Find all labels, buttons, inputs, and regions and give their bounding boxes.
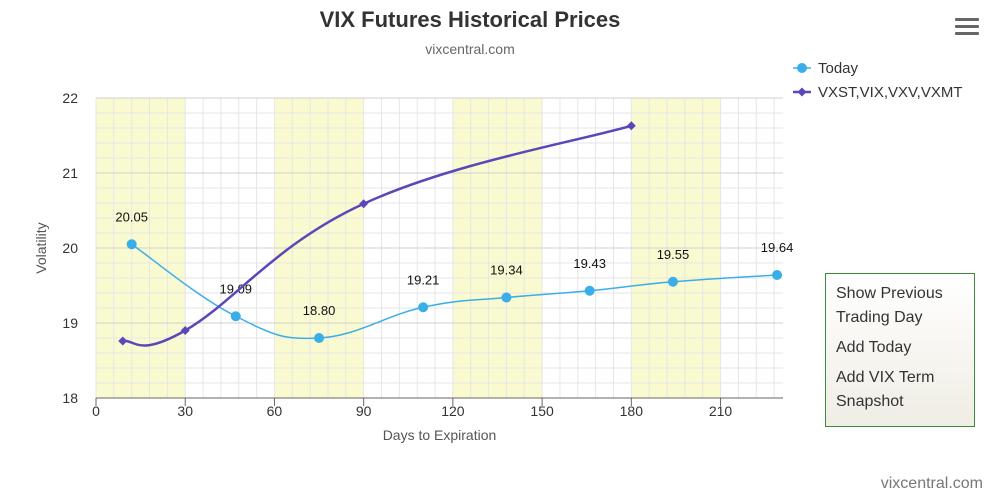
x-tick-label: 90 <box>356 403 372 419</box>
legend-marker <box>797 63 807 73</box>
data-point-today <box>230 311 241 322</box>
data-point-today <box>772 270 783 280</box>
data-label: 19.64 <box>761 240 794 255</box>
y-tick-label: 18 <box>62 390 78 406</box>
data-label: 19.21 <box>407 272 440 287</box>
x-tick-label: 0 <box>92 403 100 419</box>
x-tick-label: 150 <box>530 403 554 419</box>
menu-text: Add VIX Term <box>836 369 935 386</box>
x-tick-label: 180 <box>620 403 644 419</box>
menu-text: Add Today <box>836 339 912 356</box>
data-label: 20.05 <box>115 209 148 224</box>
data-label: 18.80 <box>303 303 336 318</box>
data-point-today <box>501 292 512 303</box>
series-line-term <box>122 124 632 347</box>
y-tick-label: 20 <box>62 240 78 256</box>
menu-text: Snapshot <box>836 393 904 410</box>
data-point-term <box>180 326 190 335</box>
menu-text: Show Previous <box>836 285 943 302</box>
data-label: 19.43 <box>573 256 606 271</box>
data-point-term <box>626 121 636 131</box>
data-label: 19.55 <box>657 247 690 262</box>
legend-label: VXST,VIX,VXV,VXMT <box>818 84 963 101</box>
chart-subtitle: vixcentral.com <box>425 41 515 57</box>
y-tick-label: 22 <box>62 90 78 106</box>
y-axis-title: Volatility <box>33 222 49 273</box>
x-tick-label: 30 <box>177 403 193 419</box>
legend-marker <box>797 87 807 97</box>
menu-text: Trading Day <box>836 309 923 326</box>
y-tick-label: 21 <box>62 165 78 181</box>
data-point-term <box>118 336 128 346</box>
x-tick-label: 60 <box>267 403 283 419</box>
data-point-today <box>126 239 137 250</box>
data-point-term <box>359 199 369 209</box>
data-label: 19.34 <box>490 263 523 278</box>
hamburger-menu-icon[interactable] <box>955 18 979 38</box>
x-axis-title: Days to Expiration <box>383 427 497 443</box>
chart-options-menu: Show Previous Trading Day Add Today Add … <box>825 273 975 427</box>
data-point-today <box>667 276 678 287</box>
menu-bar <box>955 25 979 28</box>
add-vix-term-snapshot-button[interactable]: Add VIX Term Snapshot <box>836 366 964 414</box>
data-point-today <box>418 302 429 313</box>
x-tick-label: 120 <box>441 403 465 419</box>
add-today-button[interactable]: Add Today <box>836 336 964 360</box>
legend-label: Today <box>818 60 859 77</box>
x-tick-label: 210 <box>709 403 733 419</box>
data-point-today <box>314 333 325 343</box>
y-tick-label: 19 <box>62 315 78 331</box>
menu-bar <box>955 18 979 21</box>
chart-title: VIX Futures Historical Prices <box>319 7 621 32</box>
data-point-today <box>584 285 595 296</box>
credit-link[interactable]: vixcentral.com <box>880 475 983 492</box>
show-previous-trading-day-button[interactable]: Show Previous Trading Day <box>836 282 964 330</box>
menu-bar <box>955 32 979 35</box>
